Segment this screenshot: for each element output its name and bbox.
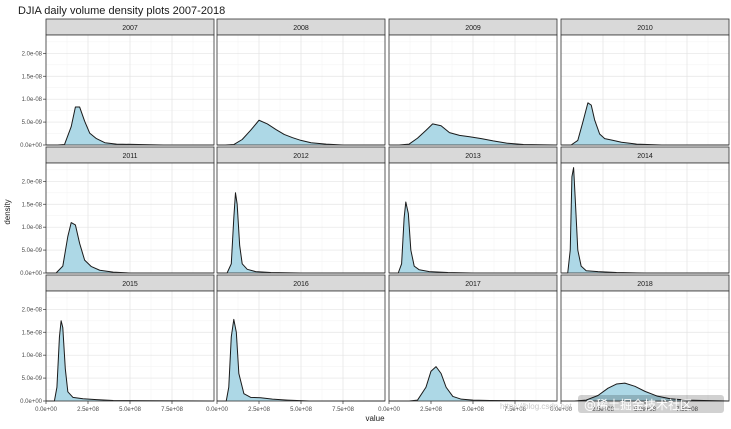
density-area-2009 <box>389 123 557 145</box>
density-curve-2018 <box>561 382 730 402</box>
density-area-2007 <box>46 106 214 145</box>
panel-border <box>388 162 558 274</box>
y-tick-label: 2.0e-08 <box>22 51 43 57</box>
strip-label: 2007 <box>122 25 138 32</box>
y-tick-label: 0.0e+00 <box>20 399 43 405</box>
density-area-2011 <box>46 222 214 273</box>
facet-panel-2009: 2009 <box>388 18 558 146</box>
facet-panel-2012: 2012 <box>216 146 386 274</box>
y-tick-label: 1.0e-08 <box>22 97 43 103</box>
x-tick-label: 7.5e+08 <box>676 407 699 413</box>
y-tick-label: 0.0e+00 <box>20 143 43 149</box>
strip-label: 2015 <box>122 281 138 288</box>
panel-border <box>45 162 215 274</box>
strip-label: 2009 <box>465 25 481 32</box>
facet-panel-2014: 2014 <box>560 146 730 274</box>
density-curve-2014 <box>561 167 729 274</box>
y-tick-label: 5.0e-09 <box>22 120 43 126</box>
panel-border <box>45 34 215 146</box>
y-axes-group: 0.0e+00 5.0e-09 1.0e-08 1.5e-08 2.0e-08 0.0e+… <box>20 51 46 405</box>
strip-label: 2017 <box>465 281 481 288</box>
x-tick-label: 0.0e+00 <box>550 407 573 413</box>
density-curve-2011 <box>46 222 214 274</box>
strip-label: 2018 <box>637 281 653 288</box>
strip-label: 2012 <box>293 153 309 160</box>
facet-panel-2010: 2010 <box>560 18 730 146</box>
strip-label: 2011 <box>122 153 137 160</box>
x-tick-label: 5.0e+08 <box>634 407 657 413</box>
facet-panel-2007: 2007 <box>45 18 215 146</box>
density-curve-2015 <box>46 320 215 402</box>
x-tick-label: 0.0e+00 <box>378 407 401 413</box>
density-area-2008 <box>217 120 385 145</box>
x-tick-label: 2.5e+08 <box>420 407 443 413</box>
x-axis-title: value <box>365 414 385 423</box>
facet-panel-2013: 2013 <box>388 146 558 274</box>
facet-panel-2018: 2018 <box>560 274 730 402</box>
panel-border <box>216 162 386 274</box>
x-tick-label: 2.5e+08 <box>248 407 271 413</box>
x-tick-label: 2.5e+08 <box>592 407 615 413</box>
density-curve-2012 <box>217 192 385 274</box>
facet-panel-2011: 2011 <box>45 146 215 274</box>
panel-border <box>560 34 730 146</box>
strip-label: 2013 <box>465 153 481 160</box>
density-curve-2009 <box>389 123 558 146</box>
x-tick-label: 7.5e+08 <box>161 407 184 413</box>
strip-label: 2016 <box>293 281 309 288</box>
strip-label: 2008 <box>293 25 309 32</box>
strip-label: 2014 <box>637 153 653 160</box>
density-area-2014 <box>561 167 729 273</box>
y-tick-label: 1.0e-08 <box>22 225 43 231</box>
y-tick-label: 5.0e-09 <box>22 376 43 382</box>
y-tick-label: 5.0e-09 <box>22 248 43 254</box>
density-area-2017 <box>389 366 557 401</box>
y-tick-label: 1.5e-08 <box>22 74 43 80</box>
x-tick-label: 5.0e+08 <box>119 407 142 413</box>
x-axes-group: 0.0e+00 2.5e+08 5.0e+08 7.5e+08 0.0e+00 2.5e+… <box>35 401 699 413</box>
density-curve-2008 <box>217 119 385 146</box>
density-curve-2016 <box>217 318 385 402</box>
strip-label: 2010 <box>637 25 653 32</box>
density-area-2012 <box>217 192 385 273</box>
density-curve-2013 <box>389 201 557 274</box>
watermark-faint: https://blog.csdn.net <box>500 402 572 411</box>
density-curve-2007 <box>46 106 214 146</box>
y-axis-title: density <box>3 199 12 224</box>
facet-panel-2015: 2015 <box>45 274 215 402</box>
y-tick-label: 2.0e-08 <box>22 307 43 313</box>
density-area-2018 <box>561 383 729 401</box>
y-tick-label: 0.0e+00 <box>20 271 43 277</box>
x-tick-label: 0.0e+00 <box>206 407 229 413</box>
facet-panel-2016: 2016 <box>216 274 386 402</box>
panels-group: 2007 2008 2009 2010 2011 2012 2013 2014 2015 2016… <box>45 18 730 402</box>
chart-title: DJIA daily volume density plots 2007-201… <box>18 5 225 17</box>
x-tick-label: 7.5e+08 <box>332 407 355 413</box>
y-tick-label: 1.5e-08 <box>22 202 43 208</box>
panel-border <box>388 34 558 146</box>
y-tick-label: 1.0e-08 <box>22 353 43 359</box>
density-curve-2010 <box>561 102 729 146</box>
density-curve-2017 <box>389 366 558 402</box>
density-area-2016 <box>217 319 385 401</box>
x-tick-label: 7.5e+08 <box>504 407 527 413</box>
x-tick-label: 5.0e+08 <box>462 407 485 413</box>
y-tick-label: 2.0e-08 <box>22 179 43 185</box>
watermark-text: @稀土掘金技术社区 <box>584 397 692 412</box>
watermark-group: @稀土掘金技术社区 <box>578 395 724 413</box>
facet-panel-2008: 2008 <box>216 18 386 146</box>
x-tick-label: 0.0e+00 <box>35 407 58 413</box>
x-tick-label: 2.5e+08 <box>77 407 100 413</box>
density-area-2013 <box>389 201 557 273</box>
x-tick-label: 5.0e+08 <box>290 407 313 413</box>
y-tick-label: 1.5e-08 <box>22 330 43 336</box>
facet-panel-2017: 2017 <box>388 274 558 402</box>
watermark-background <box>578 395 724 413</box>
panel-border <box>216 34 386 146</box>
panel-border <box>560 162 730 274</box>
